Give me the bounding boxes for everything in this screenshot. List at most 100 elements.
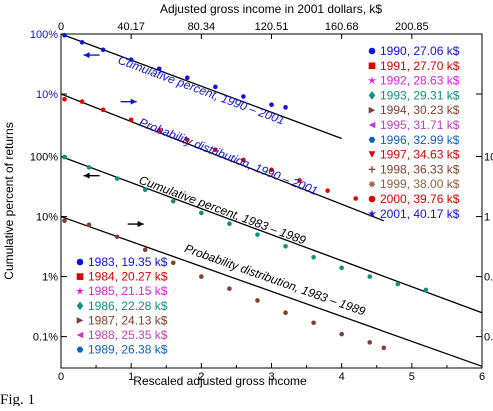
legend-marker-circle (368, 47, 376, 55)
data-point-cumulative-1983-1989 (86, 165, 92, 170)
legend-marker-square (76, 273, 84, 280)
legend-entry-label: 1986, 22.28 k$ (88, 299, 168, 313)
data-point-probability-1983-1989 (142, 247, 148, 253)
data-point-cumulative-1990-2001 (79, 40, 85, 45)
legend-marker-triangle-left (368, 121, 376, 129)
legend-marker-square (368, 62, 376, 70)
data-point-cumulative-1983-1989 (283, 243, 288, 249)
data-point-probability-1983-1989 (62, 218, 67, 224)
data-point-cumulative-1990-2001 (269, 102, 274, 108)
bottom-tick-label: 0 (58, 371, 64, 383)
data-point-cumulative-1983-1989 (423, 287, 429, 293)
legend-marker-star (367, 209, 377, 218)
legend-marker-hexagon (76, 346, 84, 353)
data-point-probability-1990-2001 (185, 137, 190, 143)
legend-entry-label: 1991, 27.70 k$ (380, 59, 460, 73)
data-point-cumulative-1983-1989 (255, 232, 260, 237)
data-point-cumulative-1983-1989 (395, 281, 401, 287)
fit-line-cumulative-1983-1989 (60, 155, 483, 314)
legend-entry-label: 1984, 20.27 k$ (88, 270, 168, 284)
data-point-cumulative-1990-2001 (156, 66, 162, 72)
left-tick-label: 100% (30, 152, 58, 164)
arrow-left-head (83, 52, 90, 59)
legend-marker-triangle-right (368, 106, 376, 114)
legend-marker-circle (368, 195, 376, 203)
data-point-probability-1983-1989 (199, 274, 204, 279)
left-tick-label: 0.1% (33, 332, 58, 344)
legend-marker-diamond (368, 91, 376, 100)
data-point-cumulative-1983-1989 (227, 221, 232, 227)
plot-frame (60, 33, 483, 369)
top-tick-label: 200.85 (395, 21, 429, 33)
data-point-probability-1990-2001 (297, 178, 302, 183)
data-point-probability-1983-1989 (339, 331, 344, 337)
left-tick-label: 10% (36, 212, 58, 224)
data-point-cumulative-1983-1989 (170, 198, 176, 204)
data-point-probability-1990-2001 (156, 128, 162, 133)
left-tick-label: 1% (42, 272, 58, 284)
legend-entry-label: 1990, 27.06 k$ (380, 44, 460, 58)
data-point-cumulative-1990-2001 (100, 47, 106, 53)
legend-marker-star (367, 76, 377, 85)
right-tick-label: 10 (484, 152, 493, 164)
data-point-probability-1990-2001 (62, 96, 67, 102)
bottom-tick-label: 6 (479, 371, 485, 383)
data-point-probability-1983-1989 (255, 298, 260, 303)
data-point-cumulative-1983-1989 (311, 254, 316, 260)
data-point-cumulative-1990-2001 (241, 94, 246, 99)
data-point-probability-1990-2001 (241, 157, 246, 163)
legend-entry-label: 1994, 30.23 k$ (380, 103, 460, 117)
legend-entry-label: 1992, 28.63 k$ (380, 74, 460, 88)
arrow-left-head (83, 172, 90, 179)
data-point-probability-1990-2001 (100, 107, 106, 113)
data-point-cumulative-1983-1989 (142, 187, 148, 193)
legend-entry-label: 1985, 21.15 k$ (88, 284, 168, 298)
left-axis-label: Cumulative percent of returns (2, 122, 16, 279)
legend-entry-label: 1998, 36.33 k$ (380, 162, 460, 176)
data-point-probability-1983-1989 (367, 340, 373, 345)
data-point-probability-1983-1989 (283, 310, 288, 316)
legend-entry-label: 1983, 19.35 k$ (88, 255, 168, 269)
legend-marker-circle (76, 258, 84, 266)
legend-marker-triangle-right (76, 317, 84, 324)
top-tick-label: 80.34 (188, 21, 216, 33)
legend-entry-label: 1987, 24.13 k$ (88, 313, 168, 327)
legend-entry-label: 1999, 38.00 k$ (380, 177, 460, 191)
bottom-tick-label: 5 (409, 371, 415, 383)
data-point-cumulative-1983-1989 (62, 154, 67, 160)
data-point-cumulative-1983-1989 (114, 176, 120, 181)
data-point-probability-1983-1989 (227, 286, 232, 291)
legend-marker-triangle-left (76, 331, 84, 339)
legend-entry-label: 1988, 25.35 k$ (88, 328, 168, 342)
fit-lines-layer (60, 33, 483, 367)
data-point-cumulative-1983-1989 (339, 265, 344, 271)
top-tick-label: 0 (58, 21, 64, 33)
top-axis-label: Adjusted gross income in 2001 dollars, k… (160, 2, 382, 16)
data-point-probability-1990-2001 (353, 196, 359, 201)
data-point-cumulative-1990-2001 (283, 105, 288, 110)
legend-marker-hexagon (368, 136, 376, 143)
bottom-tick-label: 1 (128, 371, 134, 383)
data-point-probability-1990-2001 (128, 117, 134, 123)
fit-line-probability-1983-1989 (60, 215, 483, 367)
data-point-probability-1990-2001 (269, 167, 274, 173)
data-point-probability-1990-2001 (325, 188, 330, 193)
legend-marker-diamond (76, 301, 84, 311)
bottom-tick-label: 2 (198, 371, 204, 383)
legend-entry-label: 1996, 32.99 k$ (380, 133, 460, 147)
data-point-cumulative-1990-2001 (62, 32, 67, 38)
bottom-tick-label: 3 (268, 371, 274, 383)
legend-marker-asterisk (368, 180, 376, 188)
legend-entry-label: 1989, 26.38 k$ (88, 343, 168, 357)
data-point-probability-1983-1989 (170, 260, 176, 266)
data-point-probability-1983-1989 (114, 234, 120, 240)
data-point-probability-1983-1989 (311, 320, 316, 326)
legend-marker-triangle-down (368, 151, 376, 158)
data-point-cumulative-1990-2001 (128, 57, 134, 63)
data-point-cumulative-1990-2001 (185, 75, 190, 81)
legend-entry-label: 1995, 31.71 k$ (380, 118, 460, 132)
data-point-probability-1990-2001 (79, 99, 85, 104)
left-tick-label: 10% (36, 89, 58, 101)
legend-marker-star (75, 286, 85, 295)
